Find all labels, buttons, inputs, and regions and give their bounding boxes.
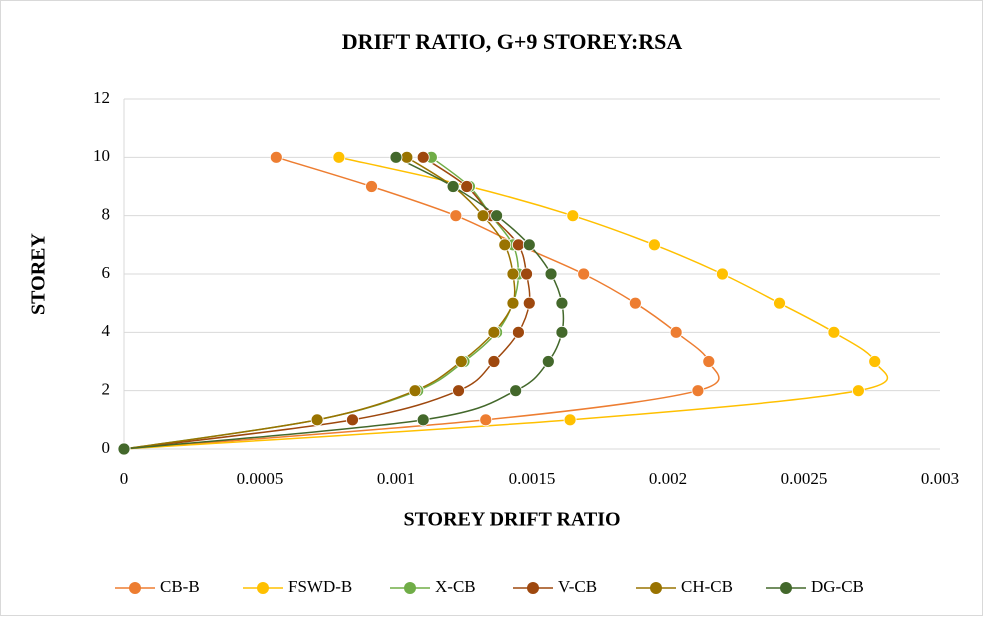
legend-marker <box>404 582 416 594</box>
series-line <box>123 156 565 450</box>
data-point <box>449 209 463 223</box>
data-point <box>408 384 422 398</box>
data-point <box>555 296 569 310</box>
data-point <box>512 238 525 252</box>
legend-label: X-CB <box>435 577 476 596</box>
data-point <box>691 384 705 398</box>
x-tick-label: 0.0025 <box>781 469 828 488</box>
y-tick-label: 4 <box>102 321 111 340</box>
x-axis-label: STOREY DRIFT RATIO <box>403 509 620 531</box>
legend-marker <box>780 582 792 594</box>
data-point <box>460 180 474 193</box>
legend-marker <box>650 582 662 594</box>
data-point <box>577 267 591 281</box>
data-point <box>310 413 324 427</box>
data-point <box>868 355 882 368</box>
x-tick-label: 0.0015 <box>509 469 556 488</box>
data-point <box>476 209 490 223</box>
data-point <box>773 296 786 310</box>
data-point <box>346 413 359 427</box>
data-point <box>452 384 465 398</box>
data-point <box>512 325 525 339</box>
y-tick-label: 0 <box>102 438 111 457</box>
series-line <box>123 156 520 450</box>
y-tick-label: 8 <box>102 205 111 224</box>
data-point <box>506 267 520 281</box>
data-point <box>416 413 430 427</box>
data-point <box>648 238 661 252</box>
data-point <box>479 413 493 427</box>
x-tick-label: 0.002 <box>649 469 687 488</box>
data-point <box>520 267 533 281</box>
legend-marker <box>257 582 269 594</box>
series-line <box>123 156 516 450</box>
x-tick-label: 0.001 <box>377 469 415 488</box>
legend-label: DG-CB <box>811 577 864 596</box>
data-point <box>490 209 504 223</box>
data-point <box>365 180 378 193</box>
x-tick-label: 0 <box>120 469 129 488</box>
data-point <box>522 296 536 310</box>
data-point <box>702 355 716 368</box>
data-point <box>544 267 558 281</box>
series-line <box>123 156 889 450</box>
data-point <box>332 150 346 164</box>
data-point <box>566 209 580 223</box>
legend-marker <box>129 582 141 594</box>
data-point <box>509 384 523 398</box>
data-point <box>269 150 283 164</box>
y-tick-label: 10 <box>93 146 110 165</box>
data-point <box>400 150 414 164</box>
chart-title: DRIFT RATIO, G+9 STOREY:RSA <box>342 29 683 54</box>
data-point <box>555 325 569 339</box>
data-point <box>498 238 512 252</box>
data-point <box>389 150 403 164</box>
y-tick-label: 2 <box>102 380 111 399</box>
legend-label: CB-B <box>160 577 200 596</box>
y-tick-label: 12 <box>93 88 110 107</box>
x-tick-label: 0.0005 <box>237 469 284 488</box>
data-point <box>563 413 577 427</box>
data-point <box>506 296 520 310</box>
data-point <box>716 267 729 281</box>
data-point <box>628 296 642 310</box>
x-tick-label: 0.003 <box>921 469 959 488</box>
data-point <box>487 355 501 368</box>
legend-label: CH-CB <box>681 577 733 596</box>
legend-label: V-CB <box>558 577 597 596</box>
data-point <box>446 180 460 193</box>
data-point <box>669 325 683 339</box>
data-point <box>852 384 865 398</box>
data-point <box>522 238 536 252</box>
legend-label: FSWD-B <box>288 577 352 596</box>
data-point <box>541 355 555 368</box>
data-point <box>487 325 501 339</box>
data-point <box>117 442 131 456</box>
data-point <box>416 150 430 164</box>
y-axis-label: STOREY <box>28 233 50 315</box>
y-tick-label: 6 <box>102 263 111 282</box>
data-point <box>827 325 841 339</box>
legend-marker <box>527 582 539 594</box>
data-point <box>454 355 468 368</box>
